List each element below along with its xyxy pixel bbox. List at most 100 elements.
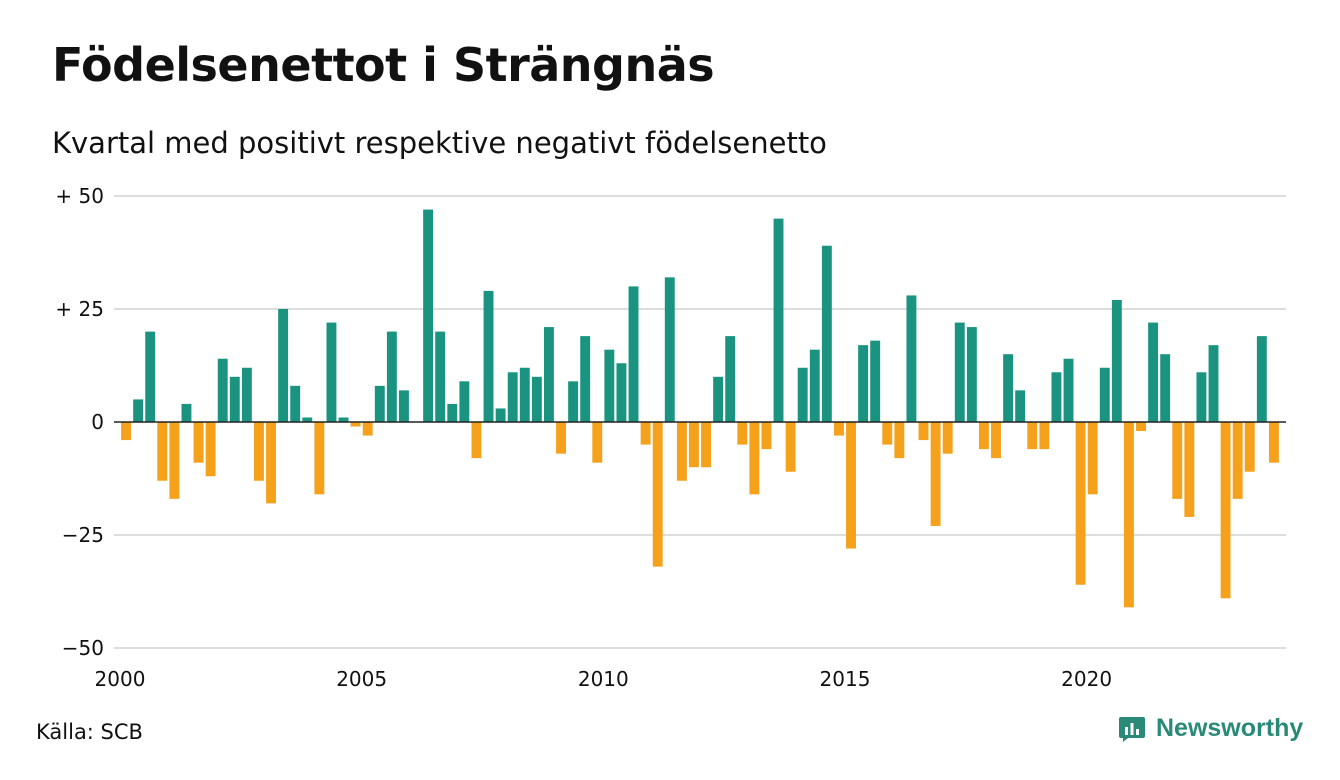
bar [1039, 422, 1050, 450]
bar [870, 340, 881, 422]
bar [398, 390, 409, 422]
x-tick-label: 2015 [820, 667, 871, 691]
brand-logo: Newsworthy [1118, 714, 1303, 743]
bar [604, 349, 615, 422]
bar [556, 422, 566, 454]
bar [797, 367, 808, 422]
y-tick-label: + 50 [55, 184, 104, 208]
bar [749, 422, 760, 495]
bar [1220, 422, 1231, 599]
x-tick-label: 2005 [336, 667, 387, 691]
bar [483, 290, 494, 422]
bar [290, 385, 301, 422]
bar [350, 422, 361, 427]
bar [676, 422, 687, 481]
bar [423, 209, 434, 422]
bar [121, 422, 131, 441]
source-label: Källa: SCB [36, 720, 143, 744]
bar [531, 376, 542, 422]
bar [1256, 336, 1267, 422]
bar [435, 331, 446, 422]
x-tick-label: 2020 [1061, 667, 1112, 691]
bar [519, 367, 530, 422]
bar [688, 422, 699, 468]
bar [592, 422, 603, 463]
bar [1268, 422, 1279, 463]
bar [302, 417, 313, 422]
bar [1208, 345, 1219, 422]
newsworthy-logo-icon [1119, 716, 1145, 742]
bar [169, 422, 180, 499]
bar [785, 422, 796, 472]
bar [1087, 422, 1098, 495]
x-tick-label: 2000 [95, 667, 146, 691]
bar [858, 345, 869, 422]
bar [1015, 390, 1026, 422]
bar [1160, 354, 1171, 422]
bar [1027, 422, 1038, 450]
bar [229, 376, 240, 422]
bar [241, 367, 252, 422]
bar [954, 322, 965, 422]
bar [326, 322, 337, 422]
bar [471, 422, 482, 459]
bar [362, 422, 373, 436]
bar [882, 422, 893, 445]
brand-name: Newsworthy [1156, 714, 1304, 742]
bar [580, 336, 591, 422]
bar [701, 422, 711, 468]
chart-title: Födelsenettot i Strängnäs [52, 38, 715, 92]
bar [181, 403, 192, 422]
bar [809, 349, 820, 422]
x-tick-label: 2010 [578, 667, 629, 691]
bar [1172, 422, 1183, 499]
bar [1136, 422, 1146, 432]
bar [725, 336, 736, 422]
bar [978, 422, 989, 450]
bar [374, 385, 385, 422]
bar [1111, 299, 1122, 422]
bar [1099, 367, 1110, 422]
bar [1184, 422, 1195, 517]
bar [628, 286, 639, 422]
bar [157, 422, 168, 481]
y-tick-label: −50 [62, 636, 104, 660]
bar [145, 331, 156, 422]
bar [991, 422, 1001, 459]
bar [314, 422, 325, 495]
bar [640, 422, 651, 445]
bar [193, 422, 204, 463]
bar [846, 422, 856, 549]
bar [918, 422, 929, 441]
bar [1244, 422, 1255, 472]
y-tick-label: + 25 [55, 297, 104, 321]
bar [459, 381, 470, 422]
bar [833, 422, 844, 436]
bar [507, 372, 518, 422]
bar [217, 358, 228, 422]
bar [713, 376, 724, 422]
bar [568, 381, 579, 422]
bar [1148, 322, 1159, 422]
bar [386, 331, 397, 422]
bar [1051, 372, 1062, 422]
bar [495, 408, 506, 422]
bar [942, 422, 953, 454]
bar [616, 363, 627, 422]
bar [1075, 422, 1086, 585]
bar [205, 422, 216, 477]
bar [447, 403, 458, 422]
bar [338, 417, 349, 422]
bar [1196, 372, 1207, 422]
y-tick-label: −25 [62, 523, 104, 547]
bar [761, 422, 772, 450]
bar [966, 327, 977, 422]
bar [133, 399, 144, 422]
bar [1123, 422, 1134, 608]
bar [1232, 422, 1243, 499]
bar [1003, 354, 1014, 422]
bar [930, 422, 941, 526]
chart-subtitle: Kvartal med positivt respektive negativt… [52, 126, 827, 160]
bar [737, 422, 748, 445]
bar [821, 245, 832, 422]
